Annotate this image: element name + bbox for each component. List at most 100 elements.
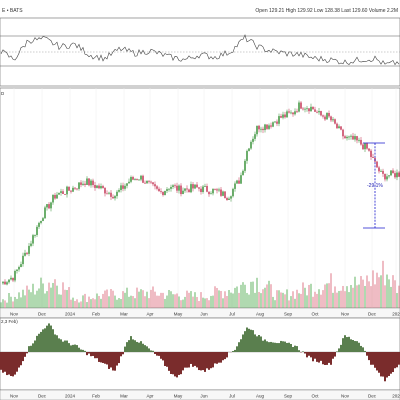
volume-bar-168 — [336, 292, 338, 308]
candle-body-47 — [94, 185, 96, 188]
candle-body-45 — [90, 180, 92, 186]
volume-bar-132 — [264, 287, 266, 308]
volume-bar-20 — [40, 277, 42, 308]
candle-body-101 — [202, 186, 204, 192]
top-axis-label-11: Oct — [311, 312, 319, 317]
candle-body-192 — [384, 173, 386, 180]
volume-bar-19 — [38, 288, 40, 308]
volume-bar-199 — [398, 285, 400, 308]
macd-bar-11 — [22, 352, 24, 362]
candle-body-80 — [160, 191, 162, 193]
volume-bar-157 — [314, 291, 316, 308]
macd-bar-8 — [16, 352, 18, 372]
volume-bar-188 — [376, 272, 378, 308]
candle-body-195 — [390, 170, 392, 176]
macd-bar-177 — [354, 341, 356, 352]
macd-bar-62 — [124, 346, 126, 352]
volume-bar-193 — [386, 274, 388, 308]
macd-bar-117 — [234, 349, 236, 352]
volume-bar-129 — [258, 292, 260, 308]
candle-body-73 — [146, 180, 148, 184]
candle-body-35 — [70, 190, 72, 192]
candle-body-133 — [266, 124, 268, 129]
candle-body-27 — [54, 194, 56, 199]
macd-bar-165 — [330, 352, 332, 365]
volume-bar-31 — [62, 282, 64, 308]
volume-bar-28 — [56, 285, 58, 308]
macd-bar-9 — [18, 352, 20, 368]
candle-body-104 — [208, 191, 210, 195]
macd-bar-86 — [172, 352, 174, 375]
macd-bar-56 — [112, 352, 114, 371]
volume-bar-169 — [338, 290, 340, 308]
macd-bar-85 — [170, 352, 172, 374]
macd-bar-181 — [362, 347, 364, 352]
bottom-axis-label-3: Feb — [92, 394, 100, 399]
top-axis-label-7: Jun — [200, 312, 208, 317]
candle-body-137 — [274, 121, 276, 123]
macd-bar-13 — [26, 352, 28, 354]
volume-bar-120 — [240, 284, 242, 308]
macd-bar-161 — [322, 352, 324, 365]
volume-bar-32 — [64, 289, 66, 308]
candle-body-81 — [162, 191, 164, 196]
macd-bar-57 — [114, 352, 116, 371]
volume-bar-151 — [302, 282, 304, 308]
bottom-axis-label-7: Jun — [200, 394, 208, 399]
macd-bar-148 — [296, 346, 298, 352]
macd-bar-39 — [78, 347, 80, 352]
volume-bar-58 — [116, 299, 118, 308]
volume-bar-17 — [34, 294, 36, 308]
candle-body-4 — [8, 279, 10, 283]
macd-bar-179 — [358, 342, 360, 352]
macd-bar-130 — [260, 336, 262, 352]
candle-body-9 — [18, 267, 20, 270]
macd-bar-152 — [304, 352, 306, 354]
volume-bar-183 — [366, 275, 368, 308]
macd-bar-196 — [392, 352, 394, 373]
macd-bar-110 — [220, 352, 222, 363]
macd-bar-31 — [62, 341, 64, 352]
macd-bar-5 — [10, 352, 12, 376]
candle-body-22 — [44, 207, 46, 219]
bottom-axis-label-12: Nov — [341, 394, 350, 399]
volume-bar-65 — [130, 295, 132, 308]
candle-body-148 — [296, 111, 298, 113]
volume-bar-191 — [382, 260, 384, 308]
volume-bar-82 — [164, 298, 166, 308]
macd-bar-119 — [238, 342, 240, 352]
candle-body-92 — [184, 188, 186, 191]
macd-bar-166 — [332, 352, 334, 359]
macd-bar-19 — [38, 333, 40, 352]
candle-body-74 — [148, 180, 150, 182]
candle-body-89 — [178, 185, 180, 191]
macd-bar-97 — [194, 352, 196, 366]
volume-bar-139 — [278, 290, 280, 308]
macd-bar-87 — [174, 352, 176, 377]
candle-body-178 — [356, 136, 358, 141]
macd-bar-67 — [134, 340, 136, 352]
macd-bar-101 — [202, 352, 204, 371]
candle-body-181 — [362, 144, 364, 150]
volume-bar-79 — [158, 295, 160, 308]
candle-body-102 — [204, 185, 206, 187]
macd-bar-137 — [274, 342, 276, 352]
volume-bar-69 — [138, 291, 140, 308]
macd-bar-76 — [152, 350, 154, 352]
candle-body-112 — [224, 191, 226, 199]
price-grid — [13, 88, 397, 308]
volume-bar-111 — [222, 298, 224, 308]
candle-body-107 — [214, 188, 216, 190]
volume-bar-68 — [136, 287, 138, 308]
macd-bar-134 — [268, 342, 270, 352]
bottom-axis-strip — [0, 389, 400, 400]
bottom-axis-label-8: Jul — [229, 394, 235, 399]
macd-bar-121 — [242, 334, 244, 352]
candle-body-82 — [164, 190, 166, 196]
volume-bar-152 — [304, 287, 306, 308]
candle-body-179 — [358, 139, 360, 141]
volume-bar-106 — [212, 295, 214, 308]
drawdown-annotation: -29.1% — [363, 142, 385, 229]
bottom-axis-label-4: Mar — [120, 394, 128, 399]
candle-body-111 — [222, 191, 224, 196]
